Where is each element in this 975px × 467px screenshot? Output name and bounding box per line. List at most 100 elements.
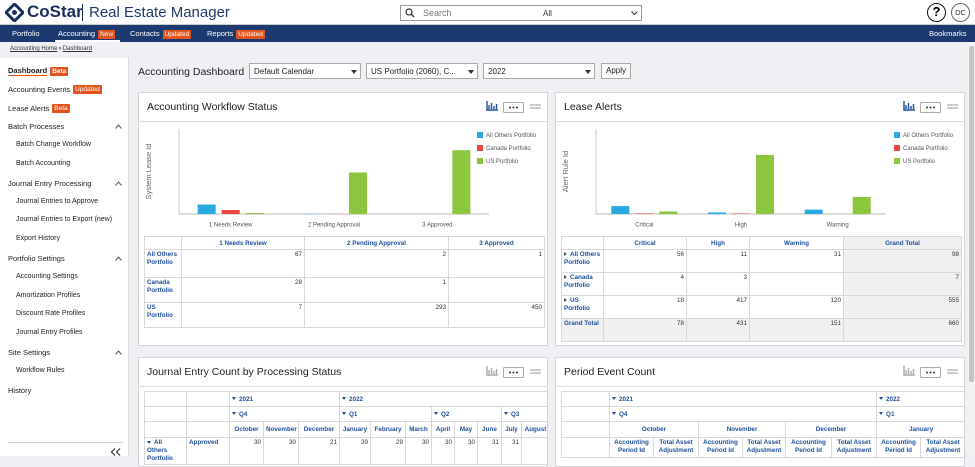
table-cell[interactable]: 2022 <box>877 392 965 407</box>
table-cell[interactable]: Q1 <box>340 407 432 422</box>
menu-button[interactable] <box>920 367 941 378</box>
table-cell[interactable]: All Others Portfolio <box>562 250 604 273</box>
table-cell: October <box>230 422 264 438</box>
bar[interactable] <box>611 206 629 214</box>
table-cell[interactable]: Canada Portfolio <box>145 278 182 303</box>
table-cell: January <box>340 422 371 438</box>
table-cell: November <box>699 422 786 438</box>
table-cell: 30 <box>406 438 432 465</box>
chart-toggle[interactable] <box>486 366 498 376</box>
table-cell: 1 <box>449 250 545 278</box>
table-cell[interactable]: 2 Pending Approval <box>305 237 449 250</box>
table-cell <box>187 422 230 438</box>
table-cell[interactable]: All Others Portfolio <box>145 250 182 278</box>
table-cell[interactable]: 2021 <box>610 392 877 407</box>
bar[interactable] <box>635 213 653 214</box>
row-label: All Others Portfolio <box>564 251 600 266</box>
table-cell[interactable]: 2021 <box>230 392 340 407</box>
table-cell[interactable]: Critical <box>604 237 687 250</box>
collapse-icon <box>232 397 236 400</box>
table-cell: 98 <box>844 250 962 273</box>
table-cell: 7 <box>844 273 962 296</box>
x-tick-label: Warning <box>827 223 849 229</box>
legend-swatch <box>477 132 483 138</box>
table-cell: Grand Total <box>844 237 962 250</box>
header-label: 2022 <box>886 396 900 403</box>
legend-label: All Others Portfolio <box>903 133 954 139</box>
table-cell <box>562 407 610 422</box>
table-cell <box>562 392 610 407</box>
bar[interactable] <box>452 150 470 214</box>
table-cell: 31 <box>502 438 522 465</box>
bar[interactable] <box>659 211 677 214</box>
table-cell: July <box>502 422 522 438</box>
table-cell: May <box>455 422 478 438</box>
table-cell <box>562 237 604 250</box>
chart-toggle[interactable] <box>903 366 915 376</box>
table-cell[interactable]: 1 Needs Review <box>182 237 305 250</box>
year-row: 2021 2022 <box>562 392 966 407</box>
table-cell: 18 <box>604 296 687 319</box>
table-cell[interactable]: Q1 <box>877 407 965 422</box>
table-cell: Total Asset Adjustment <box>743 438 786 458</box>
dot <box>513 372 515 374</box>
table-cell[interactable]: 3 Approved <box>449 237 545 250</box>
dot <box>933 372 935 374</box>
table-cell: December <box>299 422 340 438</box>
table-cell[interactable]: 2022 <box>340 392 549 407</box>
table-cell: 120 <box>750 296 844 319</box>
bar[interactable] <box>222 210 240 214</box>
menu-button[interactable] <box>503 367 524 378</box>
table-cell[interactable]: All Others Portfolio <box>145 438 187 465</box>
drag-handle[interactable] <box>530 369 541 374</box>
table-cell: 39 <box>340 438 371 465</box>
table-cell[interactable]: US Portfolio <box>562 296 604 319</box>
bar[interactable] <box>708 212 726 214</box>
page: CoStar Real Estate Manager Search All ? … <box>0 0 975 456</box>
table-cell[interactable]: Q2 <box>432 407 502 422</box>
legend-label: Canada Portfolio <box>903 146 948 152</box>
header-label: Q4 <box>239 411 247 418</box>
bar[interactable] <box>853 197 871 214</box>
table-cell: November <box>264 422 299 438</box>
panel: Journal Entry Count by Processing Status… <box>138 357 548 467</box>
table-cell[interactable]: High <box>687 237 750 250</box>
panel-title: Journal Entry Count by Processing Status <box>147 366 341 378</box>
bar[interactable] <box>349 172 367 214</box>
table-cell[interactable]: Q3 <box>502 407 549 422</box>
drag-handle[interactable] <box>947 369 958 374</box>
scroll-thumb[interactable] <box>969 46 974 382</box>
table-cell[interactable]: Warning <box>750 237 844 250</box>
table-cell[interactable]: Q4 <box>610 407 877 422</box>
bar[interactable] <box>805 210 823 214</box>
table-cell[interactable]: Q4 <box>230 407 340 422</box>
handle-lines <box>947 370 958 373</box>
dot <box>926 372 928 374</box>
table-cell: 21 <box>299 438 340 465</box>
table-cell <box>145 407 187 422</box>
collapse-icon <box>879 397 883 400</box>
table-cell: 2 <box>305 250 449 278</box>
bar[interactable] <box>756 155 774 214</box>
table-cell: Accounting Period Id <box>877 438 921 458</box>
bar[interactable] <box>198 205 216 214</box>
table-cell[interactable]: US Portfolio <box>145 303 182 328</box>
table-cell: March <box>406 422 432 438</box>
collapse-icon <box>342 397 346 400</box>
bar[interactable] <box>246 213 264 214</box>
table-cell[interactable]: Canada Portfolio <box>562 273 604 296</box>
table-cell <box>562 438 610 458</box>
table-cell: 31 <box>750 250 844 273</box>
table-cell: June <box>478 422 502 438</box>
table-cell: Total Asset Adjustment <box>832 438 877 458</box>
table-cell: 11 <box>687 250 750 273</box>
table-cell <box>750 273 844 296</box>
